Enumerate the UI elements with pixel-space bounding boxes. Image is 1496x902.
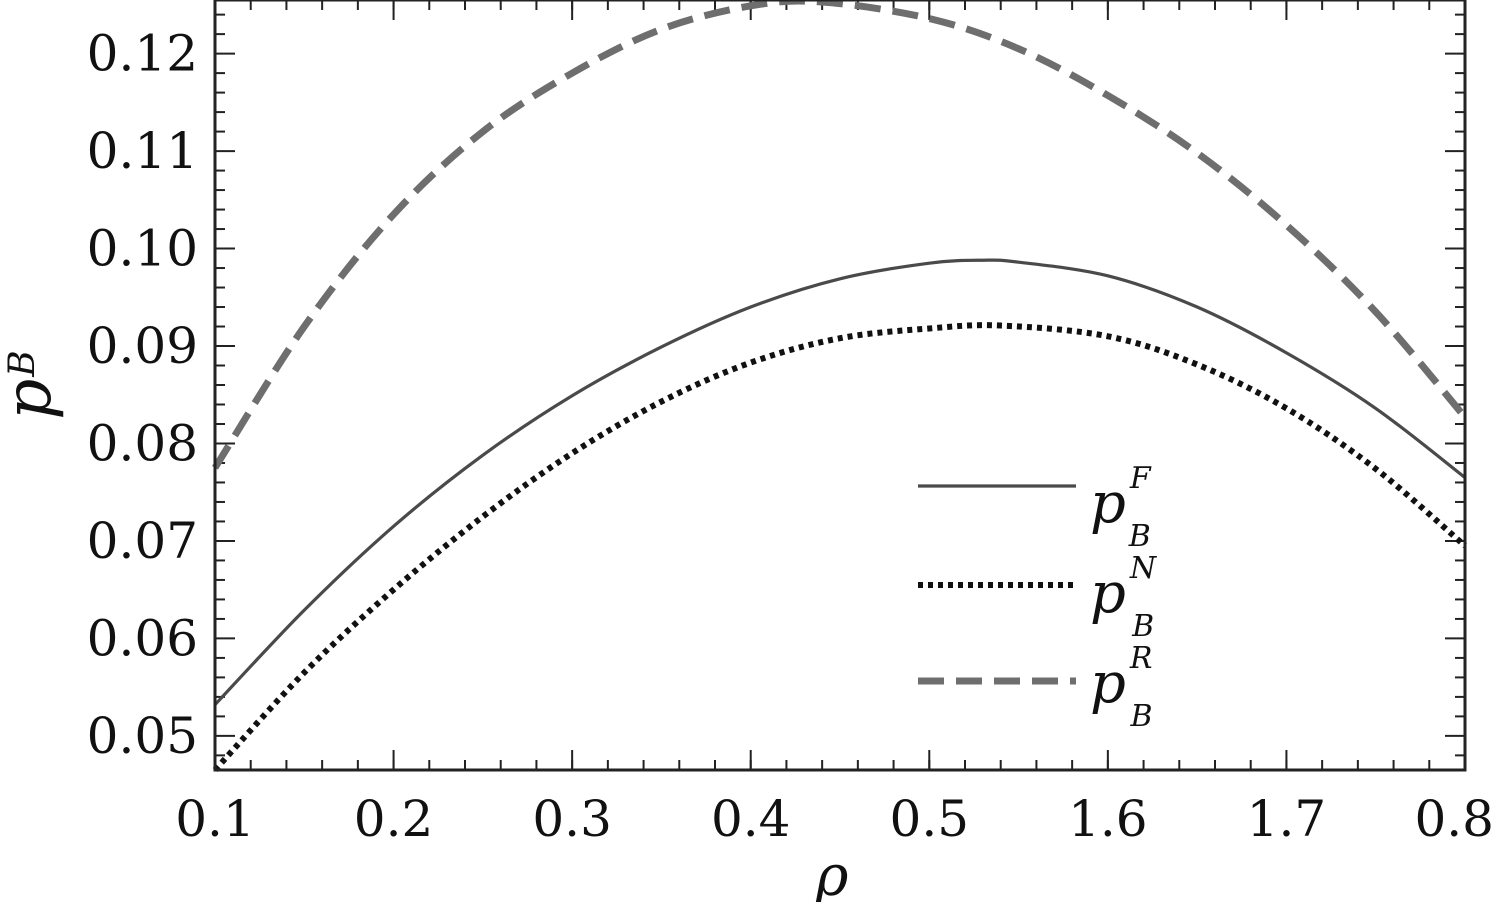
svg-text:pFB: pFB	[1090, 461, 1152, 554]
legend-label-sub: B	[1128, 519, 1151, 554]
legend-label-sup: R	[1129, 641, 1153, 676]
x-tick-label: 1.7	[1247, 790, 1327, 848]
legend-label-sup: N	[1129, 551, 1158, 586]
x-tick-label: 0.2	[354, 790, 434, 848]
series-line-solid	[213, 258, 1466, 706]
x-tick-label: 0.3	[532, 790, 612, 848]
series-line-dotted	[212, 322, 1467, 773]
x-tick-label: 0.8	[1414, 790, 1494, 848]
y-tick-label: 0.12	[87, 25, 198, 83]
y-tick-label: 0.09	[87, 317, 198, 375]
y-axis-title: pB	[0, 350, 66, 419]
legend-label-main: p	[1090, 471, 1126, 536]
legend-label-main: p	[1090, 561, 1126, 626]
x-tick-label: 0.1	[175, 790, 255, 848]
y-tick-label: 0.11	[87, 122, 198, 180]
series-lines	[212, 0, 1468, 773]
legend-label-sup: F	[1129, 461, 1152, 496]
y-axis-title-main: p	[0, 379, 66, 420]
series-line-dashed	[212, 0, 1468, 470]
y-tick-labels: 0.05 0.06 0.07 0.08 0.09 0.10 0.11 0.12	[87, 25, 198, 765]
x-tick-label: 1.6	[1068, 790, 1148, 848]
y-tick-label: 0.08	[87, 414, 198, 472]
legend-label-main: p	[1090, 651, 1126, 716]
y-axis-title-sub: B	[2, 350, 43, 377]
plot-frame	[213, 0, 1467, 772]
svg-text:pNB: pNB	[1090, 551, 1158, 644]
x-tick-label: 0.5	[890, 790, 970, 848]
tick-marks	[214, 0, 1466, 770]
x-tick-label: 0.4	[711, 790, 791, 848]
x-axis-title: ρ	[815, 844, 849, 902]
legend-label-sub: B	[1129, 699, 1152, 734]
svg-text:pB: pB	[0, 350, 66, 419]
legend-label-sub: B	[1131, 609, 1154, 644]
y-tick-label: 0.06	[87, 609, 198, 667]
y-tick-label: 0.05	[87, 707, 198, 765]
y-tick-label: 0.10	[87, 220, 198, 278]
y-tick-label: 0.07	[87, 512, 198, 570]
x-tick-labels: 0.1 0.2 0.3 0.4 0.5 1.6 1.7 0.8	[175, 790, 1494, 848]
svg-text:pRB: pRB	[1090, 641, 1153, 734]
